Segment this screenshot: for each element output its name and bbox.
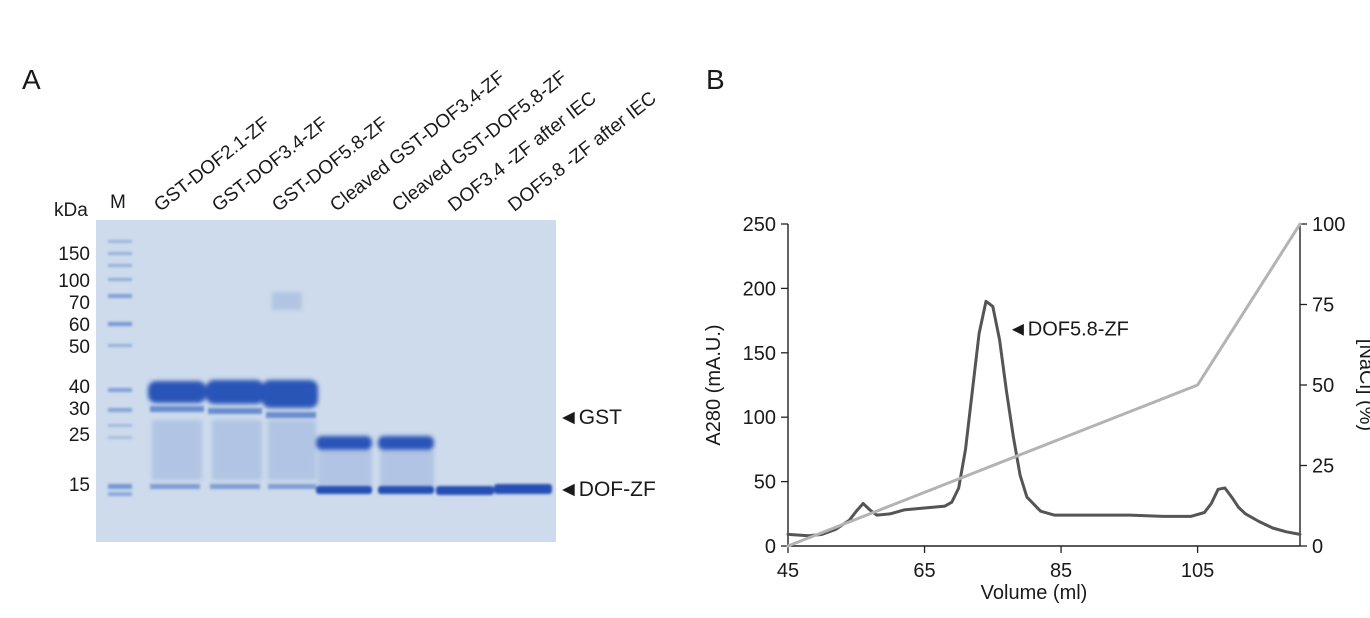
- marker-lane-label: M: [110, 192, 126, 213]
- y2-axis-title: [NaCl] (%): [1355, 339, 1370, 431]
- a280-trace-line: [786, 299, 1302, 538]
- x-tick-label-65: 65: [913, 560, 935, 582]
- mw-marker-60: 60: [68, 315, 90, 336]
- nacl-gradient-line: [786, 222, 1302, 548]
- y-tick-label-150: 150: [743, 343, 776, 365]
- sds-page-gel: [96, 220, 556, 542]
- cleaved-gst-bands: [316, 436, 434, 450]
- gst-band-label: ◄GST: [558, 406, 622, 430]
- gst-band-text: GST: [578, 406, 622, 429]
- dof-zf-bands: [150, 484, 552, 495]
- y2-tick-label-50: 50: [1312, 375, 1334, 397]
- mw-marker-15: 15: [68, 475, 90, 496]
- gst-fusion-bands: [148, 380, 318, 408]
- y2-tick-label-100: 100: [1312, 214, 1345, 236]
- gst-secondary-bands: [150, 406, 316, 418]
- x-axis-title: Volume (ml): [981, 582, 1088, 604]
- dofzf-band-text: DOF-ZF: [578, 478, 656, 501]
- y-tick-label-250: 250: [743, 214, 776, 236]
- mw-marker-70: 70: [68, 293, 90, 314]
- y-tick-label-200: 200: [743, 278, 776, 300]
- mw-marker-25: 25: [68, 425, 90, 446]
- kda-label: kDa: [54, 200, 88, 221]
- dofzf-arrow-icon: ◄: [558, 478, 579, 501]
- y2-tick-label-75: 75: [1312, 295, 1334, 317]
- marker-ladder: [108, 240, 132, 496]
- mw-marker-50: 50: [68, 337, 90, 358]
- x-tick-label-45: 45: [777, 560, 799, 582]
- y-axis-title: A280 (mA.U.): [703, 324, 725, 445]
- y-tick-label-50: 50: [754, 472, 776, 494]
- peak-annotation: ◄DOF5.8-ZF: [1008, 318, 1129, 340]
- y-tick-label-0: 0: [765, 536, 776, 558]
- y-tick-label-100: 100: [743, 407, 776, 429]
- dofzf-band-label: ◄DOF-ZF: [558, 478, 656, 502]
- mw-marker-150: 150: [58, 244, 90, 265]
- y2-tick-label-25: 25: [1312, 456, 1334, 478]
- panel-a-letter: A: [22, 64, 41, 95]
- mw-marker-100: 100: [58, 271, 90, 292]
- mw-marker-30: 30: [68, 399, 90, 420]
- gst-arrow-icon: ◄: [558, 406, 579, 429]
- y2-tick-label-0: 0: [1312, 536, 1323, 558]
- x-tick-label-85: 85: [1050, 560, 1072, 582]
- panel-b-letter: B: [706, 64, 725, 95]
- x-tick-label-105: 105: [1181, 560, 1214, 582]
- mw-marker-40: 40: [68, 377, 90, 398]
- faint-lane-smears: [152, 292, 434, 490]
- chromatogram-chart: 0 50 100 150 200 250 0 25 50 75 100 45 65 85 105 Volume…: [703, 214, 1370, 604]
